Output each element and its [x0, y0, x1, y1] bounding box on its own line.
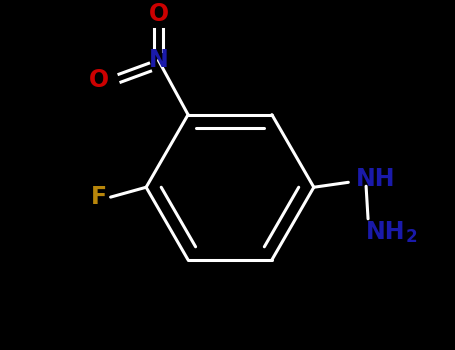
Text: O: O	[89, 68, 109, 92]
Text: NH: NH	[356, 167, 396, 191]
Text: F: F	[91, 185, 107, 209]
Text: NH: NH	[366, 220, 405, 244]
Text: N: N	[149, 48, 168, 72]
Text: 2: 2	[405, 228, 417, 246]
Text: O: O	[148, 2, 168, 26]
